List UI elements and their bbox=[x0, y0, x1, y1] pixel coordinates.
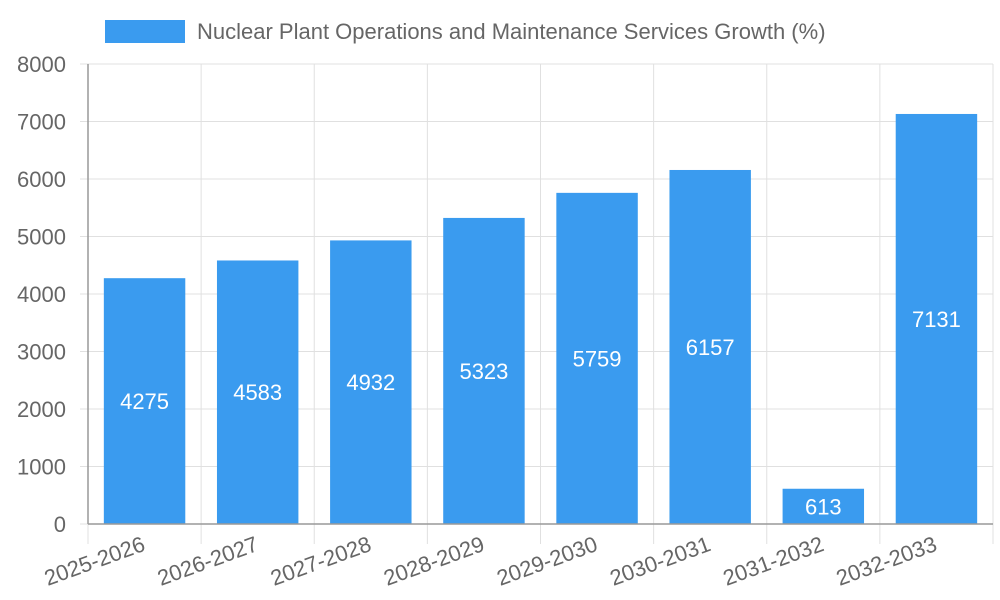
data-label: 4275 bbox=[120, 389, 169, 414]
data-label: 4583 bbox=[233, 380, 282, 405]
y-tick-label: 8000 bbox=[17, 52, 66, 77]
y-tick-label: 2000 bbox=[17, 397, 66, 422]
bar[interactable] bbox=[895, 113, 978, 524]
y-tick-label: 5000 bbox=[17, 225, 66, 250]
x-tick-label: 2031-2032 bbox=[720, 531, 827, 590]
x-tick-label: 2026-2027 bbox=[154, 531, 261, 590]
legend[interactable]: Nuclear Plant Operations and Maintenance… bbox=[105, 19, 826, 44]
bars: 4275 4583 4932 5323 5759 6157 613 7131 bbox=[103, 113, 978, 525]
bar[interactable] bbox=[556, 192, 638, 525]
data-label: 613 bbox=[805, 494, 842, 519]
y-tick-label: 7000 bbox=[17, 110, 66, 135]
data-label: 6157 bbox=[686, 335, 735, 360]
x-tick-label: 2027-2028 bbox=[267, 531, 374, 590]
data-label: 5323 bbox=[459, 359, 508, 384]
bar[interactable] bbox=[669, 169, 751, 524]
y-tick-labels: 0 1000 2000 3000 4000 5000 6000 7000 8000 bbox=[17, 52, 66, 537]
legend-label: Nuclear Plant Operations and Maintenance… bbox=[197, 19, 826, 44]
bar[interactable] bbox=[216, 260, 299, 524]
bar[interactable] bbox=[103, 278, 186, 524]
x-tick-label: 2029-2030 bbox=[493, 531, 600, 590]
y-tick-label: 3000 bbox=[17, 340, 66, 365]
y-tick-label: 0 bbox=[54, 512, 66, 537]
x-tick-label: 2030-2031 bbox=[606, 531, 713, 590]
y-tick-label: 1000 bbox=[17, 455, 66, 480]
bar[interactable] bbox=[443, 217, 525, 525]
axes bbox=[80, 63, 993, 525]
y-tick-label: 6000 bbox=[17, 167, 66, 192]
data-label: 4932 bbox=[346, 370, 395, 395]
grid bbox=[87, 63, 994, 544]
bar[interactable] bbox=[782, 488, 865, 524]
x-tick-label: 2028-2029 bbox=[380, 531, 487, 590]
bar[interactable] bbox=[330, 240, 412, 524]
legend-swatch bbox=[105, 20, 185, 43]
y-tick-label: 4000 bbox=[17, 282, 66, 307]
x-tick-label: 2025-2026 bbox=[41, 531, 148, 590]
data-label: 7131 bbox=[912, 307, 961, 332]
data-label: 5759 bbox=[573, 346, 622, 371]
x-tick-labels: 2025-2026 2026-2027 2027-2028 2028-2029 2029… bbox=[41, 531, 940, 590]
x-tick-label: 2032-2033 bbox=[833, 531, 940, 590]
